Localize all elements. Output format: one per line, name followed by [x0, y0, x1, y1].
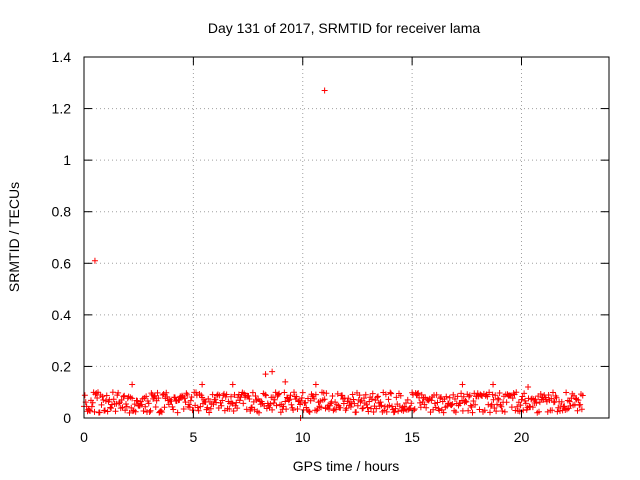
grid-lines	[84, 57, 609, 418]
plot-frame	[83, 56, 610, 419]
y-tick-label: 0	[63, 410, 71, 426]
y-tick-label: 1.4	[52, 49, 72, 65]
y-tick-label: 1	[63, 152, 71, 168]
y-tick-label: 0.6	[52, 255, 72, 271]
x-tick-label: 15	[404, 429, 420, 445]
data-points	[81, 87, 586, 421]
x-axis: 0 5 10 15 20	[80, 57, 529, 445]
x-axis-label: GPS time / hours	[293, 458, 400, 474]
data-series	[81, 87, 586, 421]
x-tick-label: 10	[295, 429, 311, 445]
y-tick-label: 0.8	[52, 204, 72, 220]
chart-title: Day 131 of 2017, SRMTID for receiver lam…	[208, 20, 481, 36]
x-tick-label: 5	[189, 429, 197, 445]
x-tick-label: 20	[514, 429, 530, 445]
y-axis-label: SRMTID / TECUs	[6, 182, 22, 292]
y-tick-label: 0.4	[52, 307, 72, 323]
y-tick-label: 0.2	[52, 358, 72, 374]
x-tick-label: 0	[80, 429, 88, 445]
y-axis: 0 0.2 0.4 0.6 0.8 1 1.2 1.4	[52, 49, 609, 426]
y-tick-label: 1.2	[52, 101, 72, 117]
